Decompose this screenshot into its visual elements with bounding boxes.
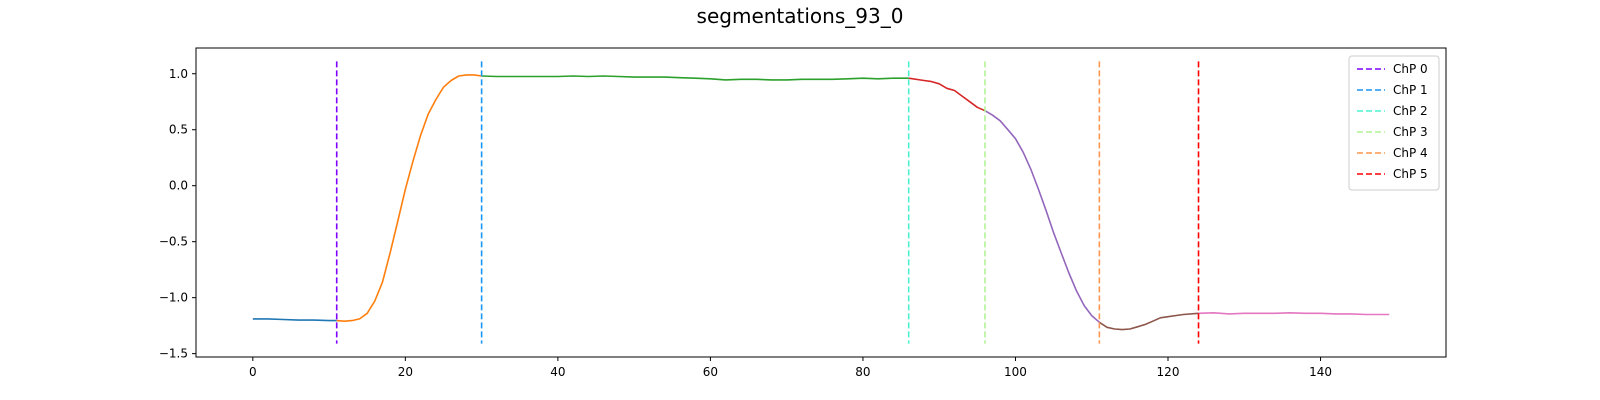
changepoint-lines-group — [335, 61, 1200, 344]
x-tick-label: 0 — [249, 365, 257, 379]
legend: ChP 0 ChP 1 ChP 2 ChP 3 ChP 4 ChP 5 — [1348, 55, 1440, 191]
y-tick-label: −0.5 — [159, 235, 188, 249]
data-segment-2 — [481, 75, 909, 81]
data-segment-4 — [984, 110, 1100, 323]
x-axis: 0 20 40 60 80 100 120 140 — [249, 357, 1332, 379]
legend-label: ChP 3 — [1393, 125, 1428, 139]
x-tick-label: 140 — [1309, 365, 1332, 379]
data-segment-6 — [1198, 311, 1390, 316]
y-tick-label: 1.0 — [169, 67, 188, 81]
legend-label: ChP 5 — [1393, 167, 1428, 181]
data-segment-1 — [336, 74, 482, 323]
x-tick-label: 20 — [398, 365, 413, 379]
data-segment-5 — [1098, 312, 1199, 331]
legend-label: ChP 2 — [1393, 104, 1428, 118]
y-tick-label: 0.5 — [169, 123, 188, 137]
x-tick-label: 80 — [855, 365, 870, 379]
legend-label: ChP 1 — [1393, 83, 1428, 97]
x-tick-label: 120 — [1157, 365, 1180, 379]
data-segment-3 — [908, 77, 986, 112]
chart-title: segmentations_93_0 — [697, 4, 904, 28]
x-tick-label: 100 — [1004, 365, 1027, 379]
legend-label: ChP 0 — [1393, 62, 1428, 76]
y-tick-label: −1.0 — [159, 291, 188, 305]
x-tick-label: 60 — [703, 365, 718, 379]
y-tick-label: 0.0 — [169, 179, 188, 193]
plot-frame — [195, 47, 1447, 358]
y-tick-label: −1.5 — [159, 347, 188, 361]
x-tick-label: 40 — [550, 365, 565, 379]
legend-label: ChP 4 — [1393, 146, 1428, 160]
data-segment-0 — [252, 318, 337, 322]
data-series-group — [252, 74, 1390, 331]
y-axis: −1.5 −1.0 −0.5 0.0 0.5 1.0 — [159, 67, 196, 361]
